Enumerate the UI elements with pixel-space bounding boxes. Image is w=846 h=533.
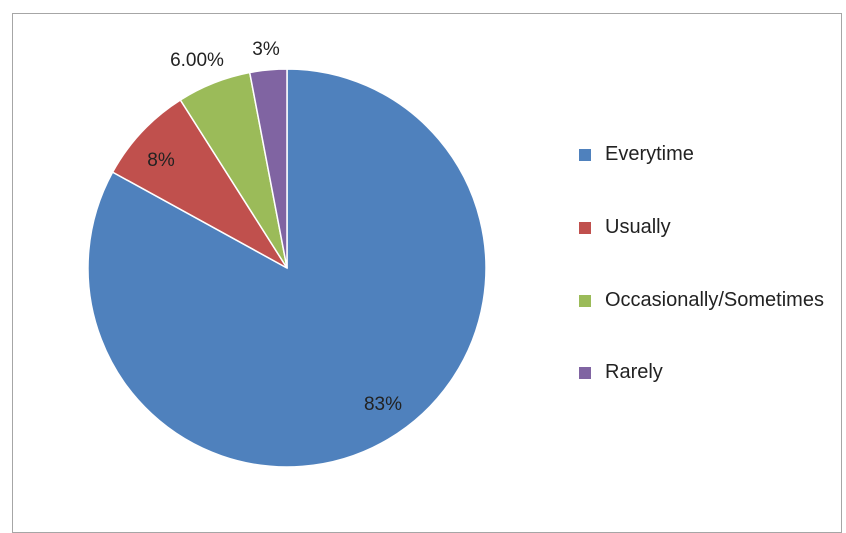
data-label-everytime: 83% xyxy=(364,394,402,415)
legend-swatch-everytime xyxy=(579,149,591,161)
pie-chart: 83% 8% 6.00% 3% xyxy=(87,39,487,468)
legend-item-occasionally: Occasionally/Sometimes xyxy=(579,288,846,313)
legend-item-everytime: Everytime xyxy=(579,142,846,167)
chart-area: 83% 8% 6.00% 3% Everytime Usually Occasiona… xyxy=(12,13,842,533)
legend-swatch-occasionally xyxy=(579,295,591,307)
pie-slice-usually xyxy=(111,98,288,269)
legend-item-rarely: Rarely xyxy=(579,360,846,385)
legend-swatch-usually xyxy=(579,222,591,234)
legend-item-usually: Usually xyxy=(579,215,846,240)
legend-label-occasionally: Occasionally/Sometimes xyxy=(605,289,824,311)
pie-slice-rarely xyxy=(248,68,288,269)
legend-label-rarely: Rarely xyxy=(605,361,663,383)
legend-swatch-rarely xyxy=(579,367,591,379)
legend-label-everytime: Everytime xyxy=(605,143,694,165)
data-label-occasionally: 6.00% xyxy=(170,50,224,71)
data-label-rarely: 3% xyxy=(252,39,280,60)
data-label-usually: 8% xyxy=(147,150,175,171)
legend-label-usually: Usually xyxy=(605,216,671,238)
